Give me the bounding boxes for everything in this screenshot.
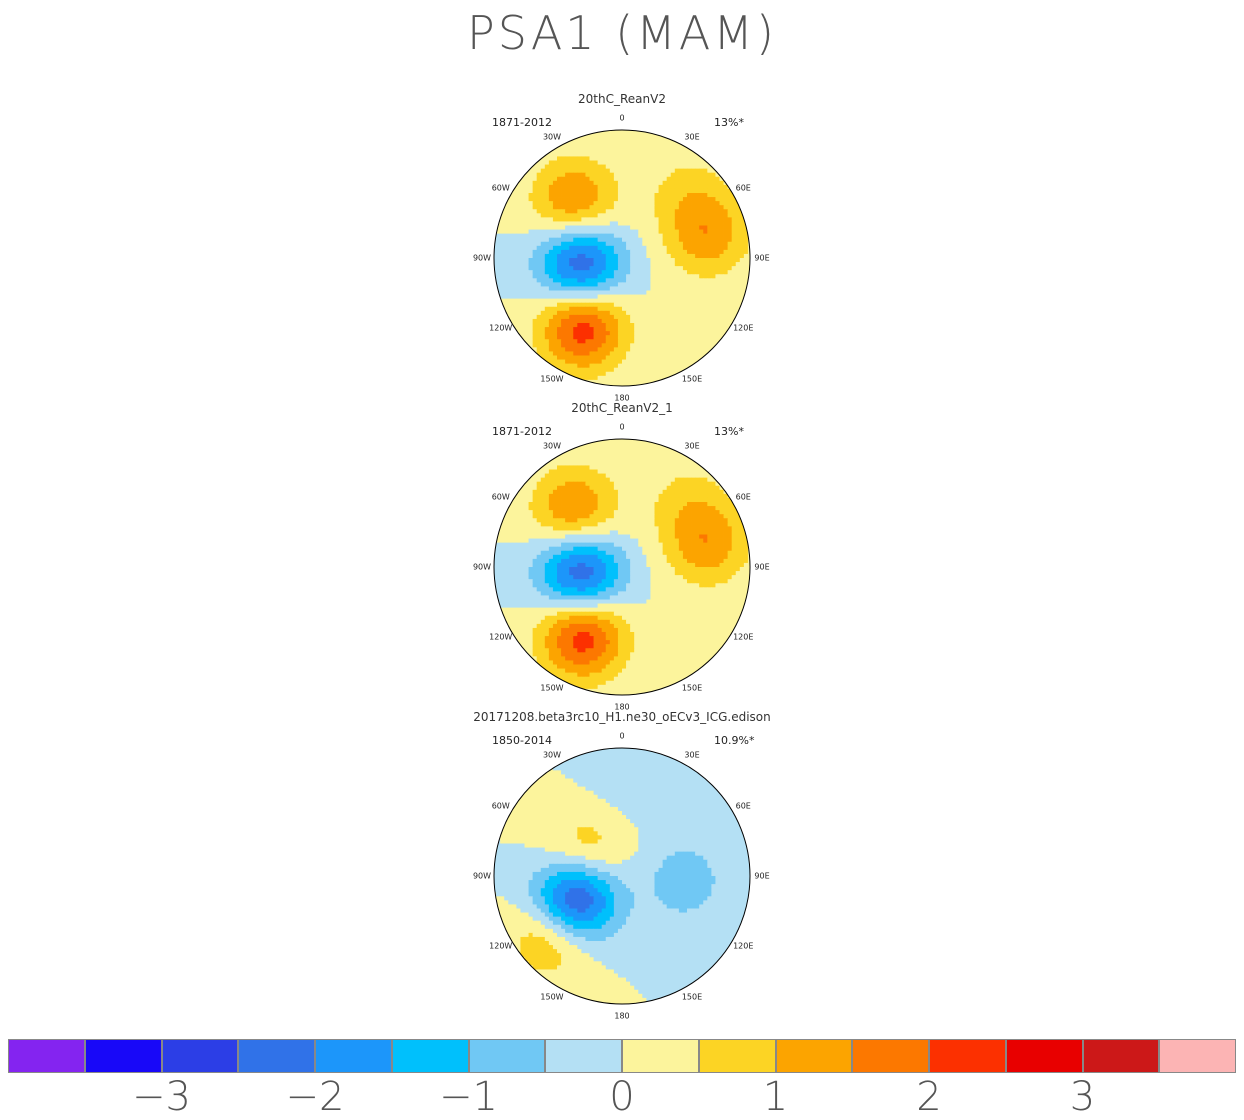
longitude-label: 30E [684,750,700,760]
longitude-label: 90W [472,253,492,263]
longitude-label: 90E [754,562,770,572]
longitude-label: 180 [614,1011,630,1021]
panel-title: 20thC_ReanV2 [578,92,666,106]
longitude-label: 150W [540,992,564,1002]
colorbar-swatch [84,1039,162,1073]
colorbar-swatch [1005,1039,1083,1073]
colorbar-tick-label: 0 [609,1074,635,1120]
longitude-label: 120W [489,632,513,642]
polar-map [493,747,751,1005]
map-boundary [493,438,751,696]
variance-label: 13%* [714,425,744,438]
longitude-label: 60W [491,801,510,811]
map-boundary [493,747,751,1005]
colorbar-swatch [698,1039,776,1073]
colorbar [8,1039,1236,1075]
longitude-label: 120E [733,632,754,642]
colorbar-swatch [1159,1039,1236,1073]
longitude-label: 30E [684,441,700,451]
longitude-label: 90E [754,871,770,881]
colorbar-tick-label: −1 [439,1074,498,1120]
period-label: 1871-2012 [492,425,552,438]
colorbar-swatch [8,1039,85,1073]
panel-title: 20thC_ReanV2_1 [571,401,673,415]
longitude-label: 60W [491,183,510,193]
colorbar-swatch [468,1039,546,1073]
main-title: PSA1 (MAM) [467,6,777,60]
longitude-label: 60E [735,801,751,811]
longitude-label: 150E [681,992,703,1002]
colorbar-swatch [315,1039,392,1073]
map-boundary [493,129,751,387]
longitude-label: 150W [540,374,564,384]
longitude-label: 90W [472,562,492,572]
longitude-label: 120W [489,941,513,951]
longitude-label: 90E [754,253,770,263]
longitude-label: 30W [542,441,562,451]
longitude-label: 90W [472,871,492,881]
longitude-label: 120E [733,941,754,951]
longitude-label: 0 [619,113,625,123]
colorbar-tick-label: 1 [762,1074,789,1120]
colorbar-tick-label: −3 [132,1074,191,1120]
longitude-label: 60E [735,492,751,502]
colorbar-swatch [161,1039,239,1073]
longitude-label: 60W [491,492,510,502]
longitude-label: 180 [614,393,630,403]
longitude-label: 150E [681,683,703,693]
longitude-label: 150W [540,683,564,693]
colorbar-swatch [391,1039,469,1073]
longitude-label: 30E [684,132,700,142]
longitude-label: 120W [489,323,513,333]
polar-map [493,438,751,696]
longitude-label: 30W [542,132,562,142]
colorbar-swatch [775,1039,853,1073]
colorbar-tick-label: 3 [1069,1074,1096,1120]
colorbar-swatch [545,1039,622,1073]
period-label: 1850-2014 [492,734,552,747]
longitude-label: 30W [542,750,562,760]
longitude-label: 0 [619,731,625,741]
map-panel: 20thC_ReanV2 1871-2012 13%* 0 30E 60E 90E 12… [430,92,814,403]
map-panel: 20thC_ReanV2_1 1871-2012 13%* 0 30E 60E 90E… [430,401,814,712]
colorbar-tick-label: −2 [285,1074,345,1120]
variance-label: 13%* [714,116,744,129]
colorbar-swatch [1082,1039,1160,1073]
longitude-label: 0 [619,422,625,432]
variance-label: 10.9%* [714,734,755,747]
period-label: 1871-2012 [492,116,552,129]
map-panel: 20171208.beta3rc10_H1.ne30_oECv3_ICG.edi… [430,710,814,1021]
panel-title: 20171208.beta3rc10_H1.ne30_oECv3_ICG.edi… [473,710,771,724]
longitude-label: 120E [733,323,754,333]
colorbar-swatch [852,1039,929,1073]
longitude-label: 180 [614,702,630,712]
longitude-label: 150E [681,374,703,384]
colorbar-swatch [622,1039,699,1073]
longitude-label: 60E [735,183,751,193]
colorbar-tick-label: 2 [916,1074,942,1120]
colorbar-swatch [929,1039,1006,1073]
polar-map [493,129,751,387]
colorbar-swatch [238,1039,315,1073]
